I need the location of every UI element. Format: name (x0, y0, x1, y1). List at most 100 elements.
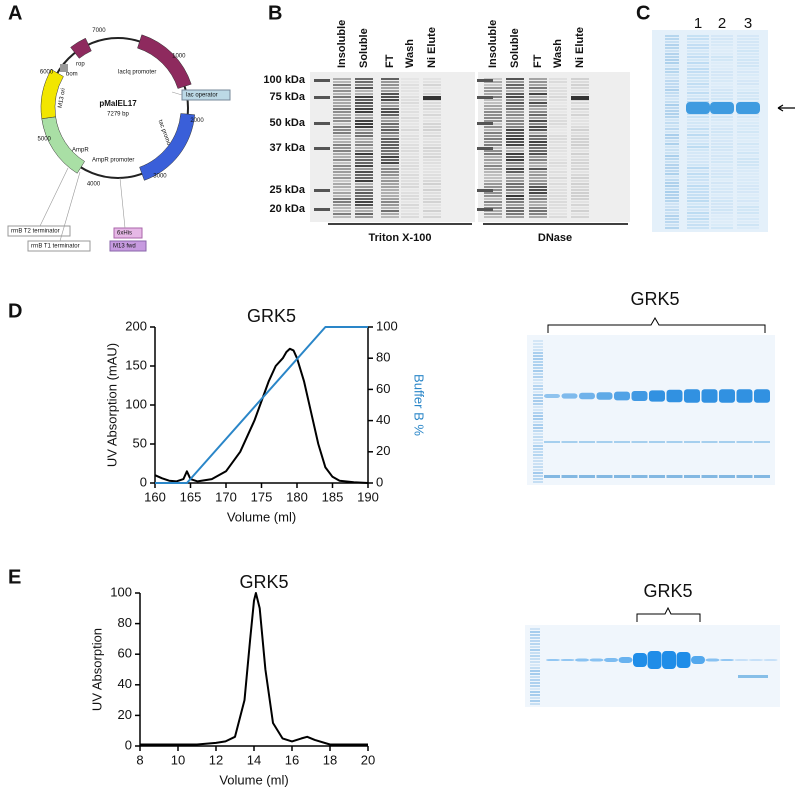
gel-band (506, 210, 524, 212)
gel-band (665, 215, 679, 217)
gel-band (529, 123, 547, 125)
gel-band (571, 171, 589, 173)
gel-band (571, 126, 589, 128)
gel-band (506, 132, 524, 134)
gel-band (506, 159, 524, 161)
gel-band (530, 691, 540, 693)
gel-band (529, 126, 547, 128)
gel-band (711, 209, 733, 211)
gel-band (401, 102, 419, 104)
gel-band (506, 135, 524, 137)
gel-band (381, 168, 399, 170)
gel-band (737, 170, 759, 172)
gel-band (571, 108, 589, 110)
gel-band (381, 138, 399, 140)
gel-band (355, 183, 373, 185)
y-tick-label: 20 (118, 707, 132, 722)
gel-band (711, 146, 733, 148)
gel-band (506, 117, 524, 119)
gel-band (737, 98, 759, 100)
y-tick-label: 150 (125, 357, 147, 372)
gel-band (665, 125, 679, 127)
gel-band (506, 150, 524, 152)
gel-band (687, 197, 709, 199)
gel-band (711, 221, 733, 223)
gel-band (506, 129, 524, 131)
x-tick-label: 170 (215, 489, 237, 504)
gel-band (737, 50, 759, 52)
gel-band (355, 84, 373, 86)
gel-band (529, 90, 547, 92)
lane-label: FT (384, 54, 396, 68)
gel-band (687, 119, 709, 121)
gel-band (333, 177, 351, 179)
gel-band (533, 460, 543, 462)
gel-band (423, 177, 441, 179)
gel-band (484, 99, 502, 101)
gel-band (711, 74, 733, 76)
gel-band (549, 102, 567, 104)
gel-band (549, 174, 567, 176)
gel-band (549, 150, 567, 152)
gel-band (571, 93, 589, 95)
gel-band (529, 165, 547, 167)
gel-band (549, 192, 567, 194)
gel-band (423, 123, 441, 125)
gel-band (533, 379, 543, 381)
gel-band (711, 152, 733, 154)
gel-band (737, 119, 759, 121)
gel-band (579, 441, 595, 443)
gel-band (737, 206, 759, 208)
gel-band (529, 87, 547, 89)
gel-band (333, 105, 351, 107)
gel-band (711, 71, 733, 73)
gel-band (711, 161, 733, 163)
gel-band (533, 376, 543, 378)
gel-band (571, 117, 589, 119)
y-tick-label: 40 (118, 676, 132, 691)
gel-band (333, 135, 351, 137)
gel-band (711, 158, 733, 160)
x-tick-label: 190 (357, 489, 379, 504)
gel-band (423, 159, 441, 161)
gel-band (665, 56, 679, 58)
gel-band (355, 93, 373, 95)
gel-band (737, 59, 759, 61)
gel-band (484, 177, 502, 179)
gel-band (423, 111, 441, 113)
gel-band (549, 108, 567, 110)
gel-band (333, 216, 351, 218)
gel-band (529, 111, 547, 113)
gel-band (665, 74, 679, 76)
gel-band (533, 415, 543, 417)
gel-band (484, 114, 502, 116)
gel-band (665, 161, 679, 163)
gel-band (665, 221, 679, 223)
gel-band (665, 101, 679, 103)
gel-band (355, 204, 373, 206)
gel-band (401, 129, 419, 131)
gel-band (665, 158, 679, 160)
gel-band (381, 123, 399, 125)
gel-band (484, 201, 502, 203)
gel-band (333, 210, 351, 212)
series-line (140, 592, 368, 746)
gel-band (314, 208, 330, 211)
gel-band (571, 177, 589, 179)
gel-band (333, 126, 351, 128)
gel-band (687, 143, 709, 145)
gel-band (333, 138, 351, 140)
chart-title: GRK5 (239, 572, 288, 592)
gel-band (549, 183, 567, 185)
gel-band (530, 637, 540, 639)
gel-band (687, 182, 709, 184)
gel-band (506, 186, 524, 188)
gel-band (381, 198, 399, 200)
gel-band (737, 194, 759, 196)
gel-band (355, 141, 373, 143)
group-label: Triton X-100 (369, 232, 432, 244)
gel-band (333, 93, 351, 95)
gel-band (533, 418, 543, 420)
y2-tick-label: 100 (376, 318, 398, 333)
gel-band (665, 104, 679, 106)
